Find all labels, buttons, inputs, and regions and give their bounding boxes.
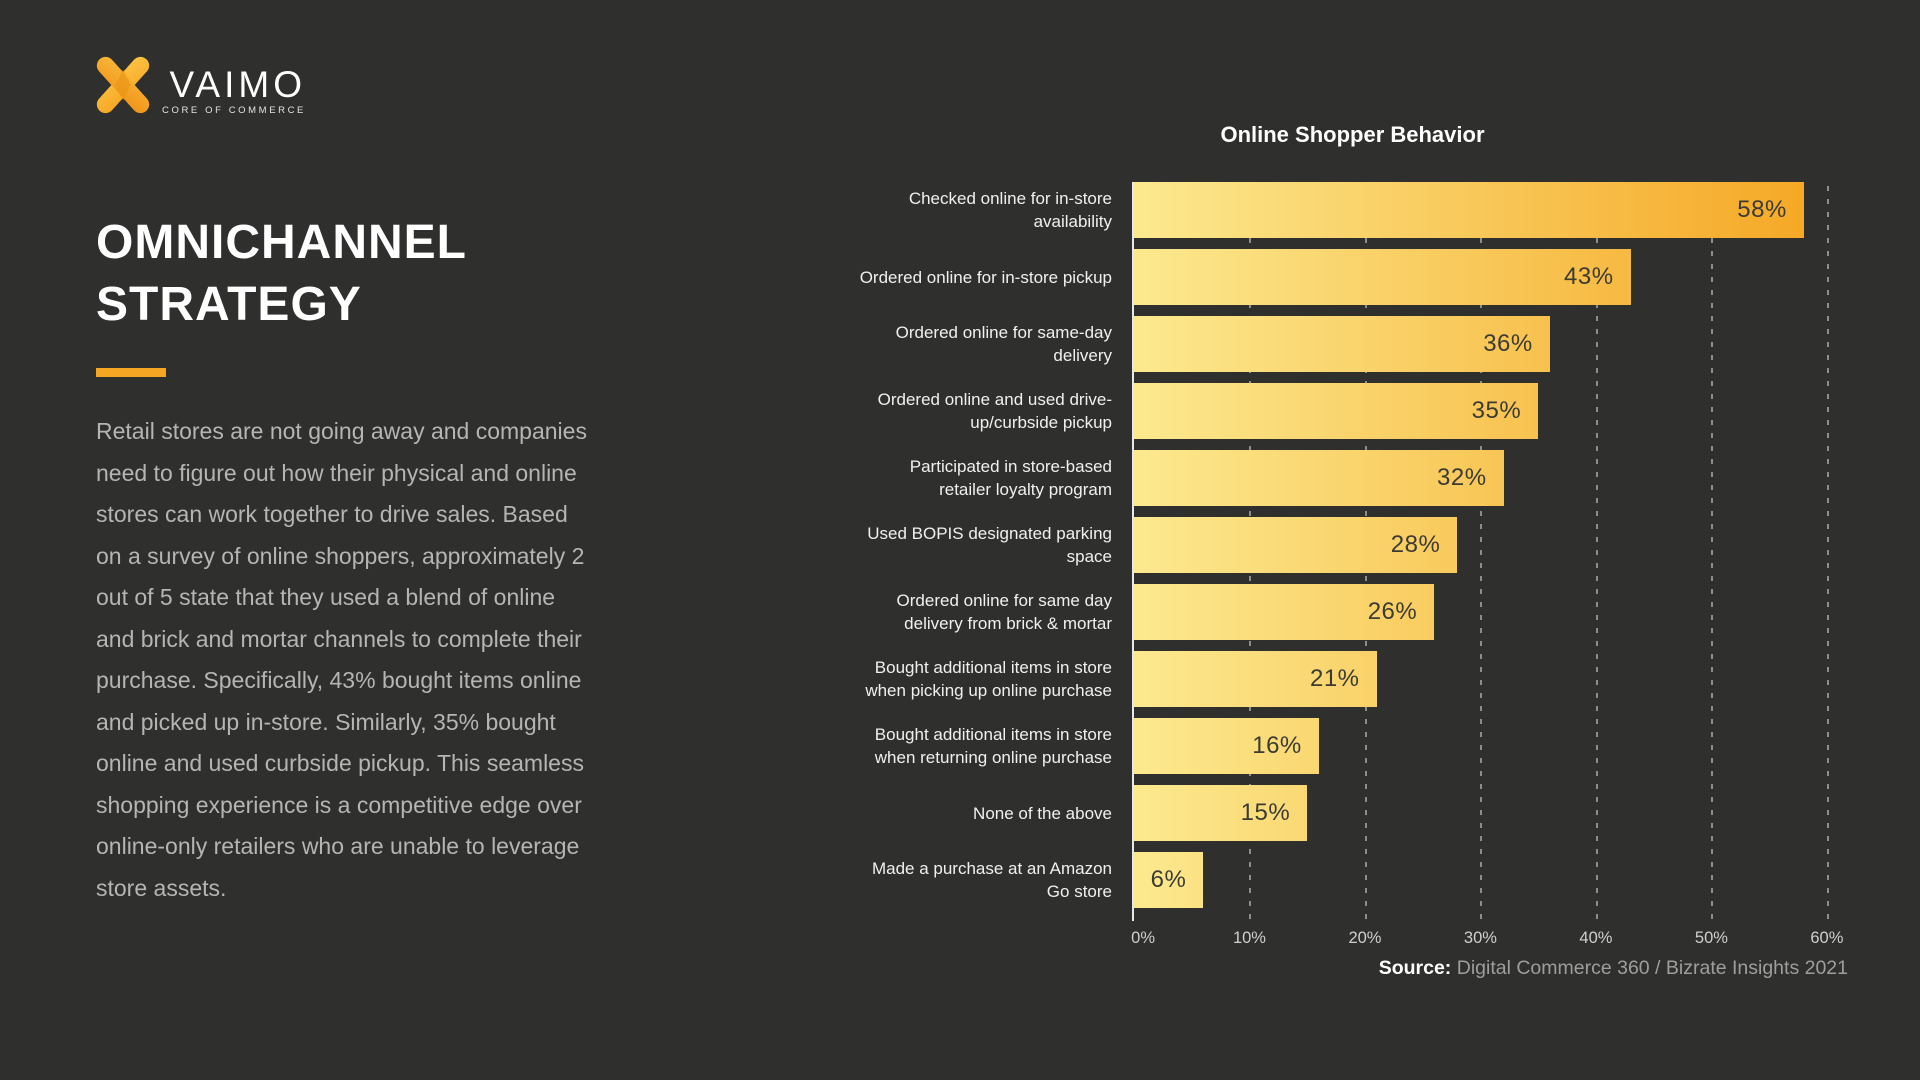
body-paragraph: Retail stores are not going away and com… bbox=[96, 418, 587, 901]
bar-value-label: 15% bbox=[1240, 799, 1291, 826]
vaimo-x-icon bbox=[96, 56, 150, 114]
bar-gradient-fill bbox=[1134, 584, 1435, 640]
bar-value-label: 35% bbox=[1471, 397, 1522, 424]
bar-gradient-fill bbox=[1134, 383, 1539, 439]
bar-value-label: 36% bbox=[1483, 330, 1533, 357]
logo-wordmark: VAIMO CORE OF COMMERCE bbox=[162, 64, 306, 116]
bar: 58% bbox=[1134, 182, 1804, 238]
bar: 21% bbox=[1134, 651, 1377, 707]
x-tick-label: 40% bbox=[1579, 929, 1613, 947]
category-label: Ordered online for same day delivery fro… bbox=[896, 591, 1112, 633]
bar-gradient-fill bbox=[1134, 249, 1631, 305]
bars-container: 58% 43% 36% 35% 32% 28% bbox=[1134, 182, 1850, 908]
bar-gradient-fill bbox=[1134, 450, 1504, 506]
chart-title: Online Shopper Behavior bbox=[1220, 122, 1485, 147]
accent-underline bbox=[96, 368, 166, 377]
left-text-panel: OMNICHANNEL STRATEGY Retail stores are n… bbox=[96, 212, 601, 909]
plot-area: 58% 43% 36% 35% 32% 28% bbox=[1132, 182, 1850, 921]
source-label: Source: bbox=[1378, 957, 1452, 979]
x-tick-label: 50% bbox=[1694, 929, 1728, 947]
source-text: Digital Commerce 360 / Bizrate Insights … bbox=[1451, 957, 1848, 979]
bar-value-label: 43% bbox=[1564, 263, 1614, 290]
category-labels-column: Checked online for in-store availability… bbox=[855, 182, 1132, 921]
source-line: Source: Digital Commerce 360 / Bizrate I… bbox=[1379, 957, 1848, 980]
vaimo-logo: VAIMO CORE OF COMMERCE bbox=[94, 56, 306, 116]
bar: 6% bbox=[1134, 852, 1204, 908]
bar-row: 6% bbox=[1134, 852, 1850, 908]
bar-row: 15% bbox=[1134, 785, 1850, 841]
bar-row: 36% bbox=[1134, 316, 1850, 372]
chart-body: Checked online for in-store availability… bbox=[855, 182, 1850, 921]
bar: 35% bbox=[1134, 383, 1539, 439]
bar-gradient-fill bbox=[1134, 785, 1308, 841]
category-label: Made a purchase at an Amazon Go store bbox=[871, 859, 1112, 901]
x-tick-label: 0% bbox=[1131, 929, 1155, 947]
bar: 15% bbox=[1134, 785, 1308, 841]
x-tick-label: 30% bbox=[1463, 929, 1497, 947]
x-axis: 0% 10% 20% 30% 40% 50% 60% bbox=[1131, 929, 1850, 955]
bar-row: 28% bbox=[1134, 517, 1850, 573]
bar-chart: Online Shopper Behavior Checked online f… bbox=[855, 122, 1850, 955]
bar-gradient-fill bbox=[1134, 852, 1204, 908]
category-label: Bought additional items in store when re… bbox=[874, 725, 1112, 767]
bar-row: 16% bbox=[1134, 718, 1850, 774]
bar-row: 21% bbox=[1134, 651, 1850, 707]
category-label: Ordered online and used drive-up/curbsid… bbox=[877, 390, 1112, 432]
bar: 32% bbox=[1134, 450, 1504, 506]
bar-gradient-fill bbox=[1134, 651, 1377, 707]
category-label: Participated in store-based retailer loy… bbox=[909, 457, 1112, 499]
bar: 16% bbox=[1134, 718, 1319, 774]
logo-brand: VAIMO bbox=[169, 64, 306, 105]
bar-gradient-fill bbox=[1134, 316, 1550, 372]
x-tick-label: 60% bbox=[1810, 929, 1844, 947]
bar-value-label: 58% bbox=[1737, 196, 1787, 223]
bar: 43% bbox=[1134, 249, 1631, 305]
bar-value-label: 6% bbox=[1150, 866, 1187, 893]
category-label: Checked online for in-store availability bbox=[908, 189, 1112, 231]
category-label: Ordered online for same-day delivery bbox=[895, 323, 1112, 365]
category-label: None of the above bbox=[973, 803, 1112, 823]
bar-value-label: 32% bbox=[1437, 464, 1487, 491]
bar-row: 32% bbox=[1134, 450, 1850, 506]
x-tick-label: 20% bbox=[1348, 929, 1382, 947]
logo-tagline: CORE OF COMMERCE bbox=[162, 105, 306, 116]
bar-row: 35% bbox=[1134, 383, 1850, 439]
bar-row: 26% bbox=[1134, 584, 1850, 640]
bar-gradient-fill bbox=[1134, 718, 1319, 774]
bar: 26% bbox=[1134, 584, 1435, 640]
bar-value-label: 26% bbox=[1367, 598, 1418, 625]
bar-gradient-fill bbox=[1134, 182, 1804, 238]
bar-row: 43% bbox=[1134, 249, 1850, 305]
bar-row: 58% bbox=[1134, 182, 1850, 238]
category-label: Bought additional items in store when pi… bbox=[865, 658, 1112, 700]
category-label: Ordered online for in-store pickup bbox=[859, 267, 1112, 287]
bar: 36% bbox=[1134, 316, 1550, 372]
bar-value-label: 21% bbox=[1309, 665, 1360, 692]
category-label: Used BOPIS designated parking space bbox=[867, 524, 1112, 566]
bar-value-label: 16% bbox=[1252, 732, 1302, 759]
bar: 28% bbox=[1134, 517, 1458, 573]
bar-value-label: 28% bbox=[1390, 531, 1441, 558]
page-title: OMNICHANNEL STRATEGY bbox=[96, 216, 467, 331]
bar-gradient-fill bbox=[1134, 517, 1458, 573]
x-tick-label: 10% bbox=[1232, 929, 1266, 947]
